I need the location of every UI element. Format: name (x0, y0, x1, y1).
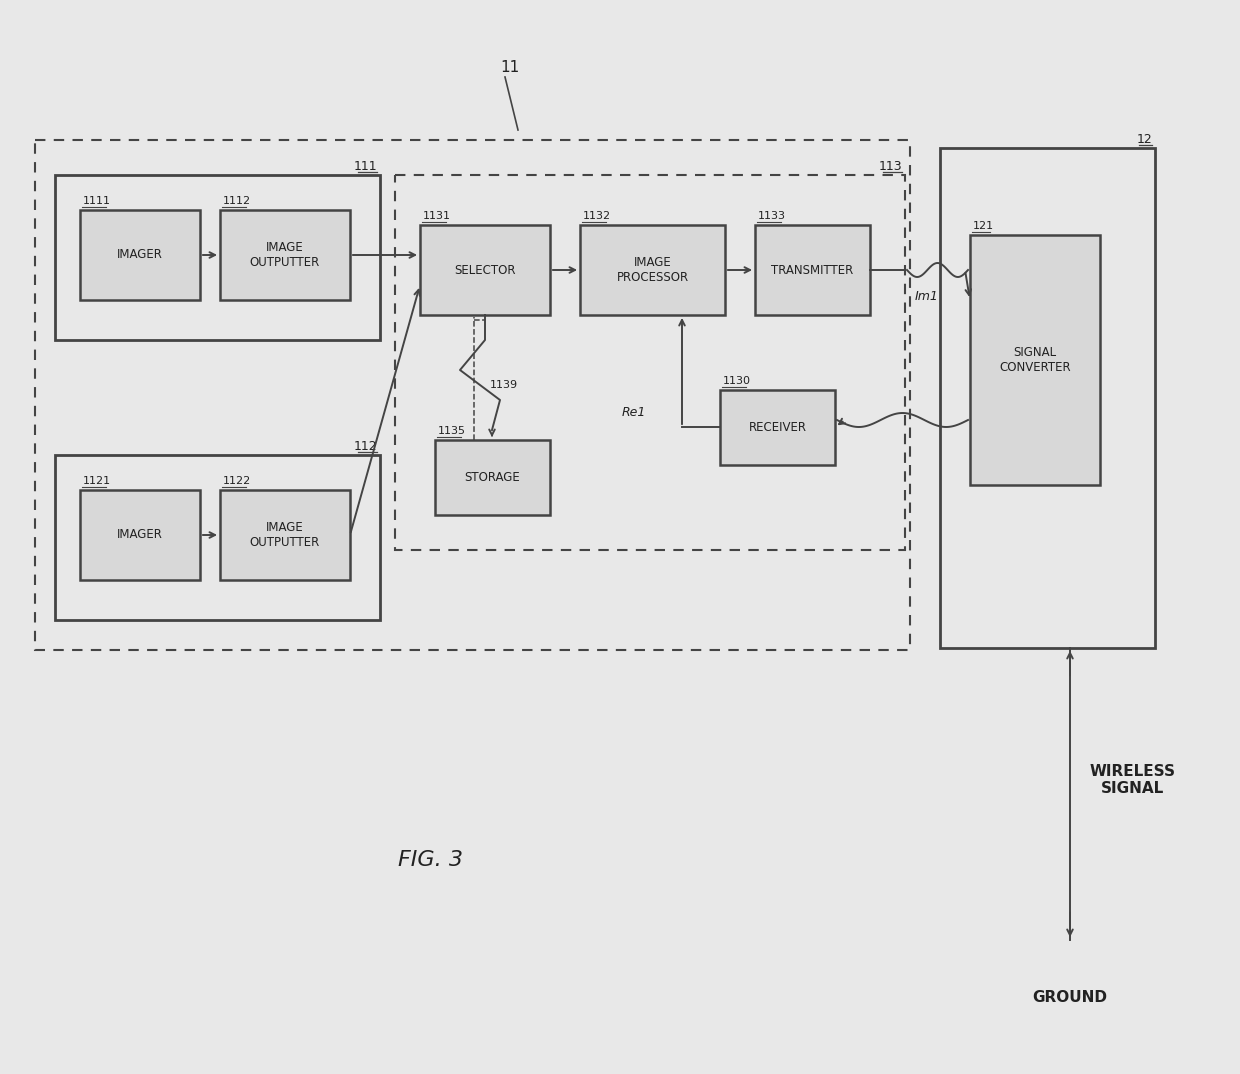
Bar (580, 224, 725, 315)
Text: 1131: 1131 (423, 211, 451, 221)
Text: Re1: Re1 (622, 406, 646, 419)
Bar (755, 224, 870, 315)
Bar (55, 175, 379, 340)
Bar (940, 148, 1154, 648)
Text: IMAGE
OUTPUTTER: IMAGE OUTPUTTER (250, 241, 320, 268)
Text: 1132: 1132 (583, 211, 611, 221)
Bar (720, 390, 835, 465)
Text: 1122: 1122 (223, 476, 252, 487)
Text: 11: 11 (501, 60, 520, 75)
Text: GROUND: GROUND (1033, 990, 1107, 1005)
Text: 1135: 1135 (438, 426, 466, 436)
Text: 1111: 1111 (83, 195, 112, 206)
Bar (55, 455, 379, 620)
Text: 113: 113 (878, 160, 901, 173)
Text: 1133: 1133 (758, 211, 786, 221)
Text: 121: 121 (973, 221, 994, 231)
Bar (219, 490, 350, 580)
Bar (396, 175, 905, 550)
Text: 1112: 1112 (223, 195, 252, 206)
Text: 1139: 1139 (490, 380, 518, 390)
Text: FIG. 3: FIG. 3 (398, 850, 463, 870)
Text: Im1: Im1 (915, 290, 939, 303)
Text: 1130: 1130 (723, 376, 751, 386)
Text: IMAGE
PROCESSOR: IMAGE PROCESSOR (616, 256, 688, 284)
Bar (970, 235, 1100, 485)
Text: WIRELESS
SIGNAL: WIRELESS SIGNAL (1090, 764, 1176, 796)
Text: 111: 111 (353, 160, 377, 173)
Bar (420, 224, 551, 315)
Text: RECEIVER: RECEIVER (749, 421, 806, 434)
Bar (81, 211, 200, 300)
Text: SIGNAL
CONVERTER: SIGNAL CONVERTER (999, 346, 1071, 374)
Bar (81, 490, 200, 580)
Bar (219, 211, 350, 300)
Text: IMAGER: IMAGER (117, 248, 162, 261)
Text: 1121: 1121 (83, 476, 112, 487)
Text: 12: 12 (1136, 133, 1152, 146)
Text: 112: 112 (353, 440, 377, 453)
Text: SELECTOR: SELECTOR (454, 263, 516, 276)
Text: TRANSMITTER: TRANSMITTER (771, 263, 853, 276)
Bar (35, 140, 910, 650)
Text: IMAGE
OUTPUTTER: IMAGE OUTPUTTER (250, 521, 320, 549)
Bar (435, 440, 551, 516)
Text: STORAGE: STORAGE (465, 471, 521, 484)
Text: IMAGER: IMAGER (117, 528, 162, 541)
